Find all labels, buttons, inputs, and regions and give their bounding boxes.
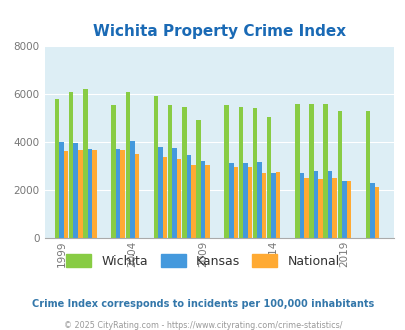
Bar (205, 165, 209, 238)
Bar (374, 187, 378, 238)
Title: Wichita Property Crime Index: Wichita Property Crime Index (92, 24, 345, 40)
Bar (313, 171, 318, 238)
Bar (111, 105, 115, 238)
Bar (162, 157, 167, 238)
Text: © 2025 CityRating.com - https://www.cityrating.com/crime-statistics/: © 2025 CityRating.com - https://www.city… (64, 321, 341, 330)
Bar (299, 173, 303, 238)
Bar (83, 89, 87, 238)
Bar (177, 159, 181, 238)
Text: Crime Index corresponds to incidents per 100,000 inhabitants: Crime Index corresponds to incidents per… (32, 299, 373, 309)
Bar (309, 104, 313, 238)
Bar (294, 104, 299, 238)
Bar (69, 92, 73, 238)
Bar (257, 162, 261, 238)
Bar (365, 111, 369, 238)
Bar (191, 165, 195, 238)
Bar (303, 178, 308, 238)
Bar (200, 161, 205, 238)
Bar (92, 150, 96, 238)
Bar (261, 173, 266, 238)
Bar (78, 150, 82, 238)
Bar (120, 150, 125, 238)
Bar (228, 163, 233, 238)
Bar (59, 142, 64, 238)
Bar (172, 148, 177, 238)
Bar (247, 167, 252, 238)
Bar (186, 155, 191, 238)
Bar (337, 111, 341, 238)
Bar (168, 105, 172, 238)
Bar (115, 149, 120, 238)
Bar (252, 108, 257, 238)
Bar (158, 147, 162, 238)
Bar (323, 104, 327, 238)
Bar (64, 151, 68, 238)
Bar (196, 120, 200, 238)
Bar (224, 105, 228, 238)
Bar (332, 178, 336, 238)
Bar (181, 107, 186, 238)
Bar (318, 179, 322, 238)
Bar (369, 182, 374, 238)
Bar (134, 154, 139, 238)
Bar (346, 182, 350, 238)
Bar (125, 92, 130, 238)
Bar (243, 163, 247, 238)
Bar (87, 149, 92, 238)
Bar (271, 173, 275, 238)
Bar (153, 96, 158, 238)
Bar (327, 171, 332, 238)
Bar (233, 167, 237, 238)
Bar (238, 107, 243, 238)
Bar (266, 117, 271, 238)
Bar (55, 99, 59, 238)
Bar (130, 141, 134, 238)
Bar (341, 182, 346, 238)
Bar (275, 172, 280, 238)
Legend: Wichita, Kansas, National: Wichita, Kansas, National (61, 249, 344, 273)
Bar (73, 143, 78, 238)
